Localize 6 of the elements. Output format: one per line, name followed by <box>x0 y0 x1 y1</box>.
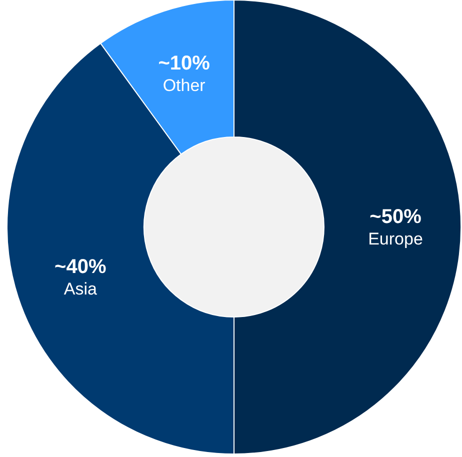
slice-label: Asia <box>64 279 98 298</box>
data-label: ~10% <box>158 52 210 74</box>
slice-label: Europe <box>368 230 423 248</box>
data-label: ~40% <box>54 256 106 278</box>
slice-label: Other <box>162 76 206 95</box>
data-label: ~50% <box>370 206 422 228</box>
